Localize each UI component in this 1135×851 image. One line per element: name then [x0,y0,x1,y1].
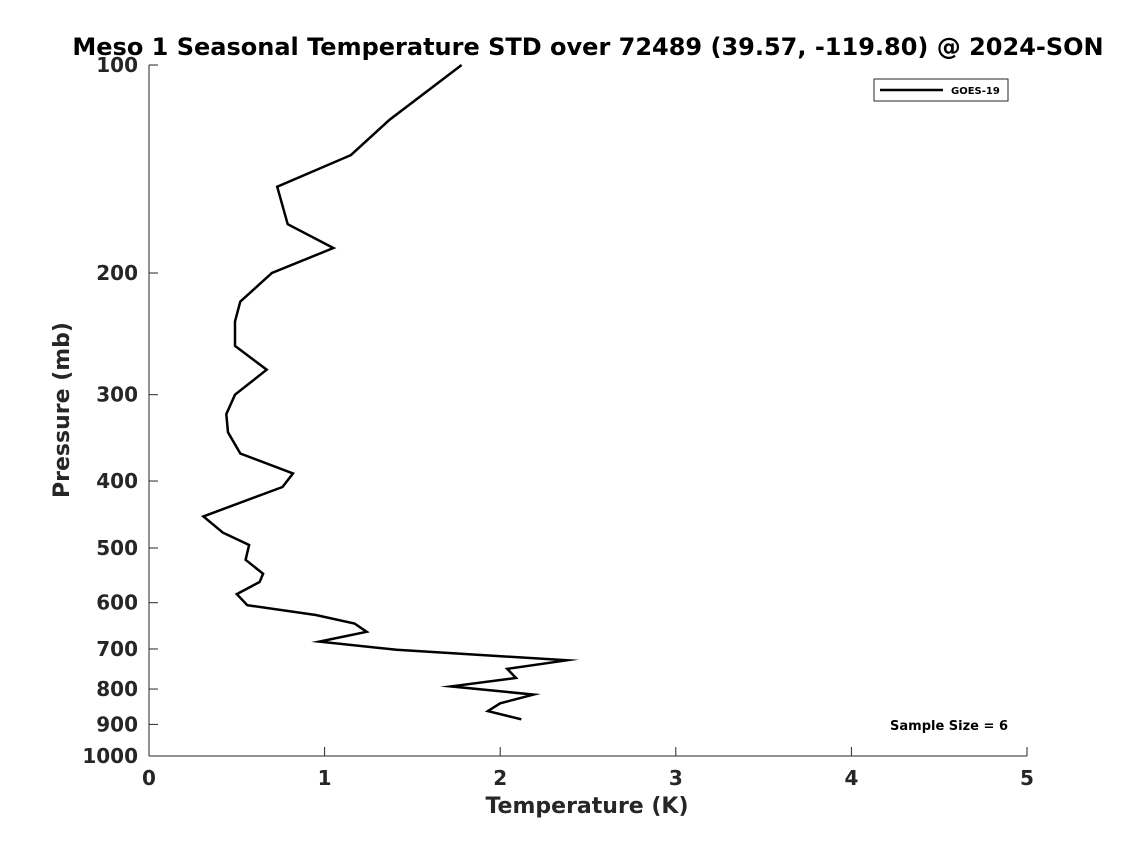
y-tick-label: 300 [96,383,138,407]
legend: GOES-19 [873,78,1009,102]
series-line-goes-19 [200,64,580,721]
y-tick-label: 600 [96,591,138,615]
x-tick-label: 5 [1020,766,1034,790]
series-group [200,64,580,721]
axes-group: 0 1 2 3 4 5 100 200 300 400 500 600 700 800 900 1000 [82,53,1034,790]
y-tick-label: 500 [96,536,138,560]
x-tick-label: 1 [318,766,332,790]
y-tick-label: 400 [96,469,138,493]
x-tick-label: 0 [142,766,156,790]
x-tick-label: 2 [493,766,507,790]
x-tick-label: 4 [844,766,858,790]
y-tick-label: 100 [96,53,138,77]
y-tick-label: 200 [96,261,138,285]
legend-label: GOES-19 [951,86,1000,97]
y-tick-label: 800 [96,677,138,701]
y-axis-label: Pressure (mb) [50,322,75,498]
x-tick-label: 3 [669,766,683,790]
x-axis-label: Temperature (K) [485,794,688,819]
chart-title: Meso 1 Seasonal Temperature STD over 724… [72,33,1103,61]
y-tick-label: 700 [96,637,138,661]
sample-size-annotation: Sample Size = 6 [890,719,1008,734]
y-tick-label: 900 [96,712,138,736]
y-tick-label: 1000 [82,744,138,768]
